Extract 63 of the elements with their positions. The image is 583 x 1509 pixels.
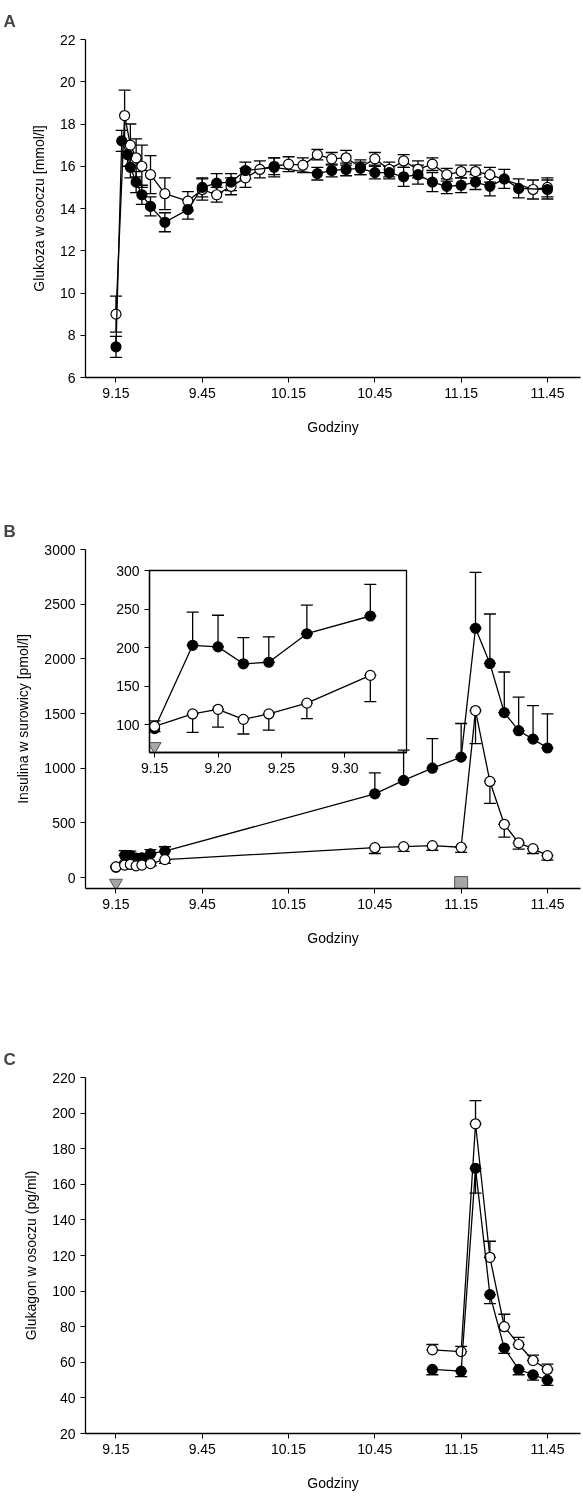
y-tick-label: 10 <box>59 285 76 301</box>
x-tick-label: 9.15 <box>140 759 169 776</box>
y-tick-label: 220 <box>52 1069 76 1086</box>
y-tick-label: 20 <box>59 73 76 90</box>
y-tick-label: 18 <box>59 116 76 132</box>
x-tick-label: 9.45 <box>188 384 217 401</box>
y-tick-label: 0 <box>67 869 76 886</box>
x-tick-label: 9.30 <box>331 759 359 776</box>
y-tick-label: 80 <box>59 1318 76 1335</box>
y-tick-label: 1500 <box>44 705 76 722</box>
y-tick-label: 120 <box>52 1247 76 1264</box>
y-axis-title: Glukagon w osoczu (pg/ml) <box>23 1170 40 1341</box>
y-tick-label: 180 <box>52 1140 76 1157</box>
x-axis-title: Godziny <box>307 418 359 435</box>
y-tick-label: 14 <box>59 200 76 217</box>
x-tick-label: 11.45 <box>530 895 565 912</box>
x-tick-label: 9.20 <box>204 759 232 776</box>
x-tick-label: 11.15 <box>444 895 479 912</box>
y-tick-label: 3000 <box>44 541 76 558</box>
y-tick-label: 22 <box>59 31 76 48</box>
y-tick-label: 6 <box>67 369 76 386</box>
y-tick-label: 200 <box>116 639 140 656</box>
x-tick-label: 9.45 <box>188 895 217 912</box>
x-axis-title: Godziny <box>307 929 359 946</box>
x-tick-label: 10.45 <box>357 1440 393 1457</box>
x-tick-label: 10.15 <box>271 895 307 912</box>
y-tick-label: 2500 <box>44 596 76 613</box>
y-axis-title: Insulina w surowicy [pmol/l] <box>15 634 32 804</box>
chart-title: C <box>3 1049 16 1069</box>
chart-title: A <box>3 11 16 31</box>
y-tick-label: 150 <box>116 678 140 695</box>
y-tick-label: 500 <box>52 814 76 831</box>
x-axis-title: Godziny <box>307 1474 359 1491</box>
y-tick-label: 250 <box>116 601 140 618</box>
y-tick-label: 140 <box>52 1211 76 1228</box>
y-tick-label: 2000 <box>44 650 76 667</box>
x-tick-label: 10.15 <box>271 1440 307 1457</box>
x-tick-label: 9.25 <box>267 759 296 776</box>
x-tick-label: 10.45 <box>357 895 393 912</box>
y-tick-label: 1000 <box>44 760 76 777</box>
x-tick-label: 10.15 <box>271 384 307 401</box>
y-tick-label: 8 <box>67 327 76 344</box>
x-tick-label: 9.45 <box>188 1440 217 1457</box>
y-axis-title: Glukoza w osoczu [mmol/l] <box>30 125 47 292</box>
chart-title: B <box>3 521 16 541</box>
y-tick-label: 200 <box>52 1105 76 1122</box>
y-tick-label: 60 <box>59 1354 76 1371</box>
y-tick-label: 100 <box>116 716 140 733</box>
y-tick-label: 20 <box>59 1425 76 1442</box>
x-tick-label: 11.45 <box>530 384 565 401</box>
y-tick-label: 12 <box>59 242 76 259</box>
y-tick-label: 40 <box>59 1389 76 1406</box>
y-tick-label: 16 <box>59 158 76 175</box>
x-tick-label: 9.15 <box>102 895 130 912</box>
x-tick-label: 9.15 <box>102 1440 130 1457</box>
x-tick-label: 10.45 <box>357 384 393 401</box>
x-tick-label: 9.15 <box>102 384 130 401</box>
x-tick-label: 11.45 <box>530 1440 565 1457</box>
x-tick-label: 11.15 <box>444 1440 479 1457</box>
y-tick-label: 300 <box>116 562 140 579</box>
y-tick-label: 160 <box>52 1176 76 1193</box>
y-tick-label: 100 <box>52 1283 76 1300</box>
x-tick-label: 11.15 <box>444 384 479 401</box>
